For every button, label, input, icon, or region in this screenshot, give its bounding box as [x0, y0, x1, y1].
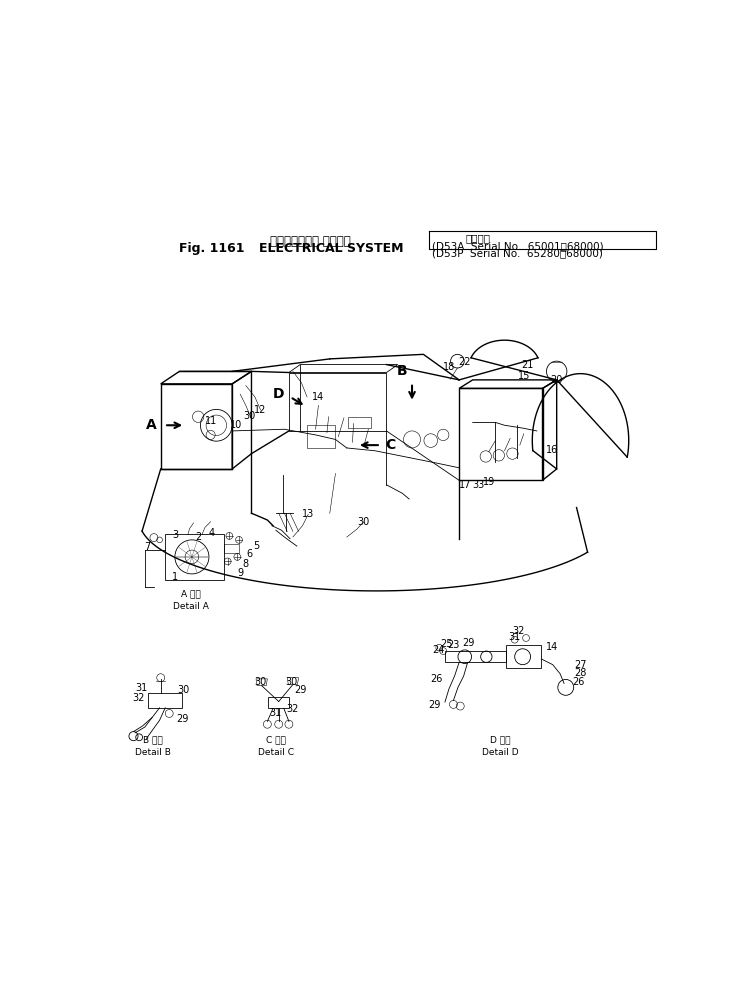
Text: 21: 21 — [521, 360, 534, 370]
Text: D 詳細
Detail D: D 詳細 Detail D — [482, 736, 518, 757]
Text: 26: 26 — [430, 673, 443, 683]
Text: 27: 27 — [575, 660, 587, 670]
Text: (D53P  Serial No.  65280～68000): (D53P Serial No. 65280～68000) — [432, 247, 602, 257]
Text: 8: 8 — [243, 559, 249, 569]
Text: 29: 29 — [176, 714, 188, 724]
Text: C: C — [385, 438, 395, 452]
Text: 11: 11 — [204, 416, 217, 426]
Text: 10: 10 — [230, 420, 242, 430]
Text: 32: 32 — [287, 704, 299, 714]
Text: 12: 12 — [254, 405, 266, 415]
Text: 29: 29 — [428, 699, 441, 710]
Text: ELECTRICAL SYSTEM: ELECTRICAL SYSTEM — [259, 242, 403, 255]
Text: 30: 30 — [177, 685, 190, 695]
Text: 20: 20 — [550, 375, 563, 385]
Text: 24: 24 — [433, 645, 445, 655]
Text: 14: 14 — [546, 641, 559, 651]
Text: 26: 26 — [572, 677, 584, 687]
Text: C 詳細
Detail C: C 詳細 Detail C — [258, 736, 294, 757]
Text: B 詳細
Detail B: B 詳細 Detail B — [135, 736, 171, 757]
Text: 28: 28 — [575, 668, 587, 678]
Text: エレクトリカル システム: エレクトリカル システム — [269, 234, 351, 247]
Text: 15: 15 — [518, 371, 530, 381]
Text: 17: 17 — [458, 479, 471, 489]
Text: 30: 30 — [358, 517, 370, 527]
Text: 31: 31 — [135, 683, 148, 692]
Text: 30: 30 — [243, 411, 255, 421]
Text: 適用号機: 適用号機 — [466, 233, 491, 243]
Text: Fig. 1161: Fig. 1161 — [179, 242, 245, 255]
Text: 33: 33 — [472, 479, 485, 489]
Text: (D53A  Serial No.  65001～68000): (D53A Serial No. 65001～68000) — [432, 241, 603, 251]
Text: 1: 1 — [173, 572, 179, 582]
Text: 30: 30 — [255, 677, 266, 687]
Text: 9: 9 — [237, 568, 243, 578]
Text: 14: 14 — [313, 392, 324, 402]
Text: 5: 5 — [253, 541, 259, 551]
Text: 23: 23 — [447, 640, 460, 650]
Text: 29: 29 — [294, 685, 307, 695]
Text: 4: 4 — [209, 528, 214, 538]
Text: A 詳細
Detail A: A 詳細 Detail A — [173, 590, 209, 611]
Text: D: D — [273, 387, 285, 401]
Text: 13: 13 — [302, 510, 314, 520]
Text: 2: 2 — [195, 532, 201, 542]
Text: 7: 7 — [144, 543, 150, 552]
Text: 32: 32 — [512, 626, 524, 636]
Text: 16: 16 — [546, 444, 559, 454]
Text: 6: 6 — [246, 549, 253, 559]
Text: A: A — [146, 418, 157, 432]
Text: 22: 22 — [458, 358, 471, 367]
Text: 32: 32 — [132, 692, 144, 702]
Text: 18: 18 — [443, 362, 455, 372]
Text: 19: 19 — [482, 477, 495, 487]
Text: 31: 31 — [508, 632, 520, 642]
Text: 25: 25 — [440, 638, 452, 648]
Text: B: B — [397, 364, 408, 378]
Text: 29: 29 — [463, 637, 475, 647]
Text: 31: 31 — [270, 708, 282, 718]
Text: 3: 3 — [173, 530, 179, 540]
Text: 30: 30 — [285, 677, 297, 687]
